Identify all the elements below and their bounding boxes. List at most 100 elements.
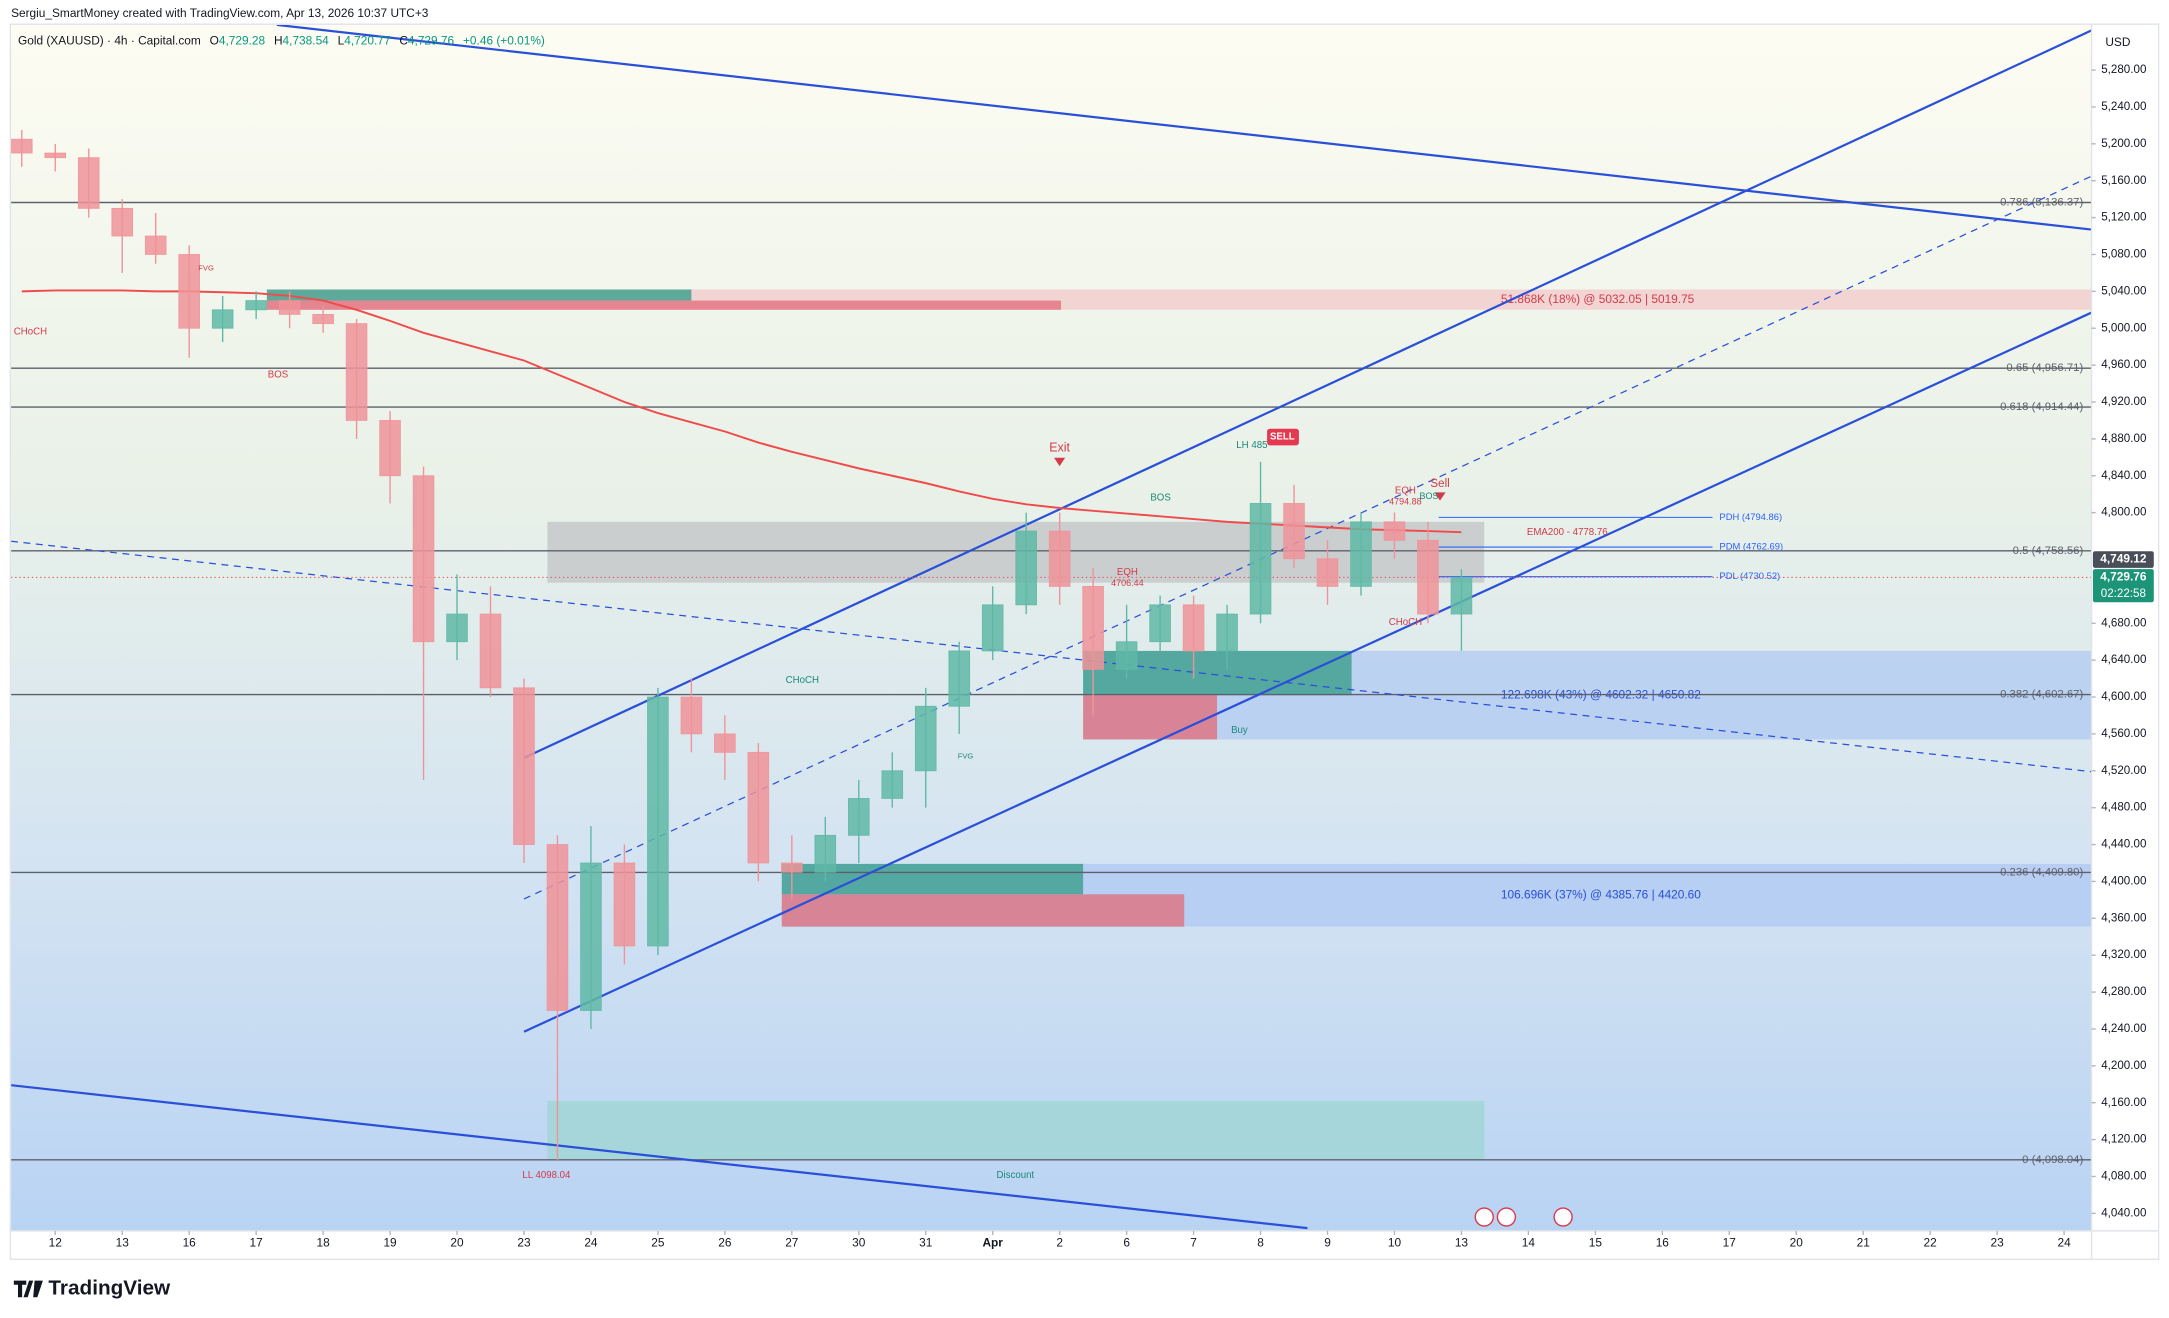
zone-label: 106.696K (37%) @ 4385.76 | 4420.60 — [1501, 887, 1701, 901]
annotation: Exit — [1049, 440, 1070, 454]
y-tick-label: 4,120.00 — [2101, 1133, 2146, 1146]
candle-body — [1015, 530, 1037, 606]
x-tick-label: 31 — [919, 1235, 933, 1249]
y-tick-label: 4,480.00 — [2101, 801, 2146, 814]
ohlc-key: C — [399, 34, 408, 48]
credit: Sergiu_SmartMoney created with TradingVi… — [11, 6, 429, 20]
y-tick-label: 4,440.00 — [2101, 838, 2146, 851]
y-tick-label: 4,680.00 — [2101, 616, 2146, 629]
fib-level-label: 0.236 (4,409.80) — [2000, 866, 2083, 878]
zone — [547, 1100, 1485, 1159]
y-tick-label: 4,360.00 — [2101, 911, 2146, 924]
candle-body — [379, 420, 401, 477]
y-tick-label: 4,960.00 — [2101, 358, 2146, 371]
ohlc-value: 4,729.28 — [219, 34, 266, 48]
y-tick-label: 4,800.00 — [2101, 506, 2146, 519]
plot-background — [11, 24, 2092, 1231]
y-tick-label: 5,240.00 — [2101, 100, 2146, 113]
price-tag-label: 4,749.12 — [2100, 552, 2147, 566]
x-tick-label: 17 — [250, 1235, 263, 1249]
annotation: 4794.88 — [1389, 496, 1421, 506]
candle-body — [580, 862, 602, 1011]
event-icon[interactable] — [1553, 1207, 1573, 1227]
y-tick-label: 4,600.00 — [2101, 690, 2146, 703]
candle-body — [847, 798, 870, 836]
candle-body — [1249, 502, 1272, 615]
x-tick-label: 18 — [316, 1235, 330, 1249]
candle-body — [981, 604, 1004, 652]
fib-level-label: 0 (4,098.04) — [2022, 1154, 2083, 1166]
event-icons — [1474, 1207, 1573, 1227]
candle-body — [1048, 530, 1071, 587]
candle-body — [245, 300, 267, 311]
x-tick-label: 9 — [1324, 1235, 1331, 1249]
symbol-info: Gold (XAUUSD) · 4h · Capital.com O4,729.… — [18, 34, 545, 48]
fib-level-label: 0.786 (5,136.37) — [2000, 196, 2083, 208]
trendline — [11, 1084, 1308, 1230]
ema-line — [21, 289, 1462, 534]
y-tick-label: 4,640.00 — [2101, 653, 2146, 666]
pd-level-label: PDM (4762.69) — [1719, 541, 1783, 552]
candle-body — [1316, 558, 1339, 587]
logo-text[interactable]: TradingView — [48, 1276, 171, 1299]
candle-body — [1082, 585, 1104, 670]
annotation: CHoCH — [14, 326, 47, 337]
annotation: EMA200 - 4778.76 — [1527, 527, 1608, 538]
y-tick-label: 4,840.00 — [2101, 469, 2146, 482]
event-icon[interactable] — [1474, 1207, 1494, 1227]
candle-body — [111, 207, 134, 237]
logo: TradingView — [13, 1276, 171, 1299]
candle-body — [44, 152, 67, 159]
x-tick-label: 16 — [1656, 1235, 1670, 1249]
candle-body — [1115, 641, 1138, 670]
x-tick-label: 2 — [1056, 1235, 1063, 1249]
zone — [1083, 695, 1218, 740]
fib-level-label: 0.5 (4,758.56) — [2013, 545, 2084, 557]
y-tick-label: 5,040.00 — [2101, 284, 2146, 297]
x-tick-label: 10 — [1388, 1235, 1402, 1249]
annotation: LL 4098.04 — [522, 1170, 571, 1181]
x-tick-label: 20 — [450, 1235, 464, 1249]
candle-body — [11, 138, 33, 154]
logo-mark — [13, 1280, 43, 1298]
ohlc-key: O — [210, 34, 219, 48]
price-tag-countdown: 02:22:58 — [2101, 587, 2146, 600]
pd-level-label: PDL (4730.52) — [1719, 570, 1780, 581]
sell-badge — [1267, 428, 1299, 446]
axes: 5,280.00 5,240.00 5,200.00 5,160.00 5,120.00… — [49, 63, 2154, 1249]
x-tick-label: 26 — [718, 1235, 732, 1249]
annotation: Sell — [1430, 477, 1450, 490]
x-tick-label: Apr — [982, 1235, 1003, 1249]
trendline — [523, 175, 2092, 900]
annotation: CHoCH — [1389, 617, 1422, 628]
candle-body — [781, 862, 803, 873]
y-tick-label: 5,120.00 — [2101, 211, 2146, 224]
ohlc-value: 4,729.76 — [408, 34, 455, 48]
annotation: EQH — [1395, 486, 1416, 497]
chart-frame — [9, 23, 2160, 1260]
trendline — [276, 24, 2092, 231]
annotation: Buy — [1231, 725, 1248, 736]
candle-body — [312, 313, 334, 325]
candle-body — [613, 862, 636, 947]
candle-body — [1149, 604, 1171, 643]
ohlc-key: H — [274, 34, 283, 48]
candle-body — [178, 254, 200, 329]
candle-body — [546, 844, 569, 1011]
candle-body — [1283, 502, 1305, 560]
y-tick-label: 4,920.00 — [2101, 395, 2146, 408]
pd-level-label: PDH (4794.86) — [1719, 511, 1782, 522]
y-tick-label: 4,520.00 — [2101, 764, 2146, 777]
candle-body — [513, 687, 535, 845]
price-tag — [2092, 569, 2154, 603]
x-tick-label: 20 — [1790, 1235, 1804, 1249]
x-tick-label: 30 — [852, 1235, 866, 1249]
event-icon[interactable] — [1496, 1207, 1517, 1227]
y-tick-label: 5,160.00 — [2101, 174, 2146, 187]
trendline — [523, 311, 2092, 1033]
change: +0.46 (+0.01%) — [463, 34, 545, 48]
annotation: BOS — [268, 369, 288, 380]
currency: USD — [2105, 35, 2130, 49]
annotation: 4706.44 — [1111, 578, 1143, 588]
